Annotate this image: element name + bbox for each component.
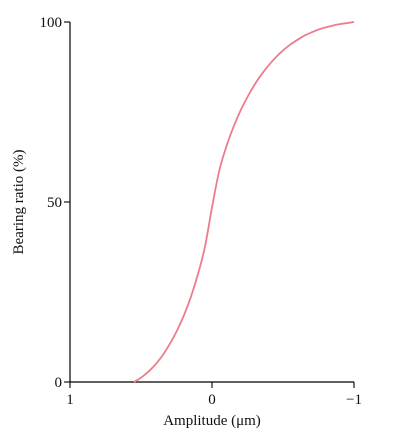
x-ticks: 1 0 −1 bbox=[66, 382, 362, 408]
series-line bbox=[133, 21, 355, 383]
y-ticks: 0 50 100 bbox=[40, 15, 70, 391]
y-tick-label: 50 bbox=[47, 195, 62, 211]
y-tick-label: 0 bbox=[55, 375, 63, 391]
x-tick-label: 0 bbox=[208, 392, 216, 408]
y-tick-label: 100 bbox=[40, 15, 63, 31]
x-tick-label: −1 bbox=[346, 392, 362, 408]
x-axis-label: Amplitude (μm) bbox=[163, 413, 261, 429]
y-axis-label: Bearing ratio (%) bbox=[11, 150, 27, 255]
x-tick-label: 1 bbox=[66, 392, 74, 408]
